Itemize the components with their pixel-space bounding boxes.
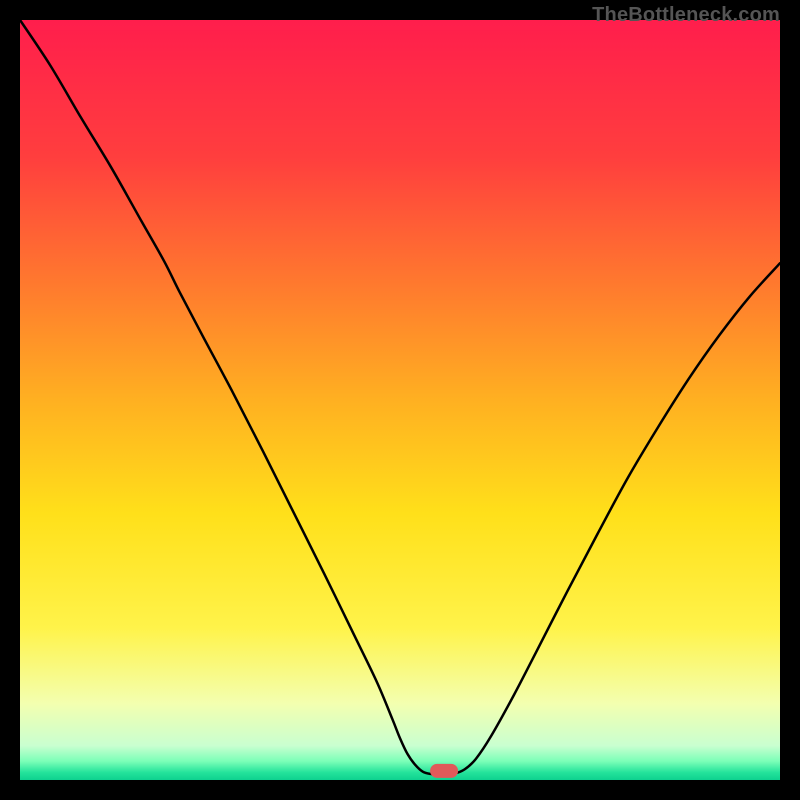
chart-frame: TheBottleneck.com	[0, 0, 800, 800]
watermark-text: TheBottleneck.com	[592, 4, 780, 27]
optimal-marker	[430, 764, 458, 778]
frame-border	[0, 0, 20, 800]
bottleneck-curve-chart	[0, 0, 800, 800]
frame-border	[780, 0, 800, 800]
frame-border	[0, 780, 800, 800]
plot-background	[20, 20, 780, 780]
